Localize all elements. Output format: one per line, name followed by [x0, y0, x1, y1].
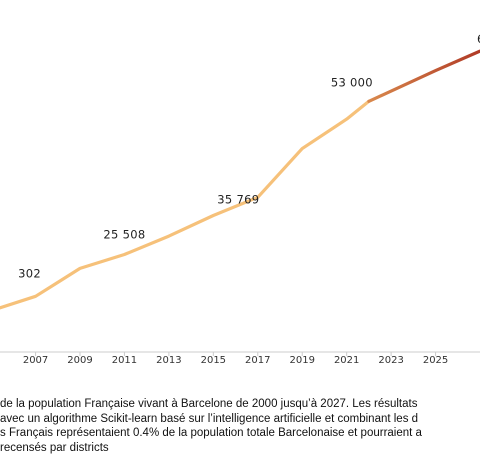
- caption-line-1: de la population Française vivant à Barc…: [0, 398, 418, 410]
- x-tick-label-2015: 2015: [201, 355, 226, 366]
- x-tick-label-2017: 2017: [245, 355, 270, 366]
- series-line-projected: [367, 49, 480, 103]
- figure-caption: de la population Française vivant à Barc…: [0, 397, 480, 455]
- x-tick-label-2021: 2021: [334, 355, 359, 366]
- x-axis-ticks: 2007 2009 2011 2013 2015 2017 2019 2021 2023 2025: [23, 352, 448, 366]
- x-tick-label-2019: 2019: [289, 355, 314, 366]
- caption-line-3: s Français représentaient 0.4% de la pop…: [0, 427, 422, 439]
- x-tick-label-2013: 2013: [156, 355, 181, 366]
- x-tick-label-2011: 2011: [112, 355, 137, 366]
- x-tick-label-2007: 2007: [23, 355, 48, 366]
- x-tick-label-2023: 2023: [378, 355, 403, 366]
- data-label-5: 6: [477, 32, 480, 46]
- x-tick-label-2025: 2025: [423, 355, 448, 366]
- caption-line-4: recensés par districts: [0, 441, 109, 454]
- data-labels: 302 25 508 35 769 53 000 6: [18, 32, 480, 280]
- x-tick-label-2009: 2009: [67, 355, 92, 366]
- series-line-recorded: [0, 99, 371, 310]
- data-label-4: 53 000: [331, 75, 373, 89]
- data-label-3: 35 769: [217, 193, 259, 207]
- population-line-chart: 2007 2009 2011 2013 2015 2017 2019 2021 2023 2025…: [0, 32, 480, 366]
- data-label-1: 302: [18, 266, 41, 280]
- caption-line-2: avec un algorithme Scikit-learn basé sur…: [0, 412, 419, 425]
- data-label-2: 25 508: [103, 227, 145, 241]
